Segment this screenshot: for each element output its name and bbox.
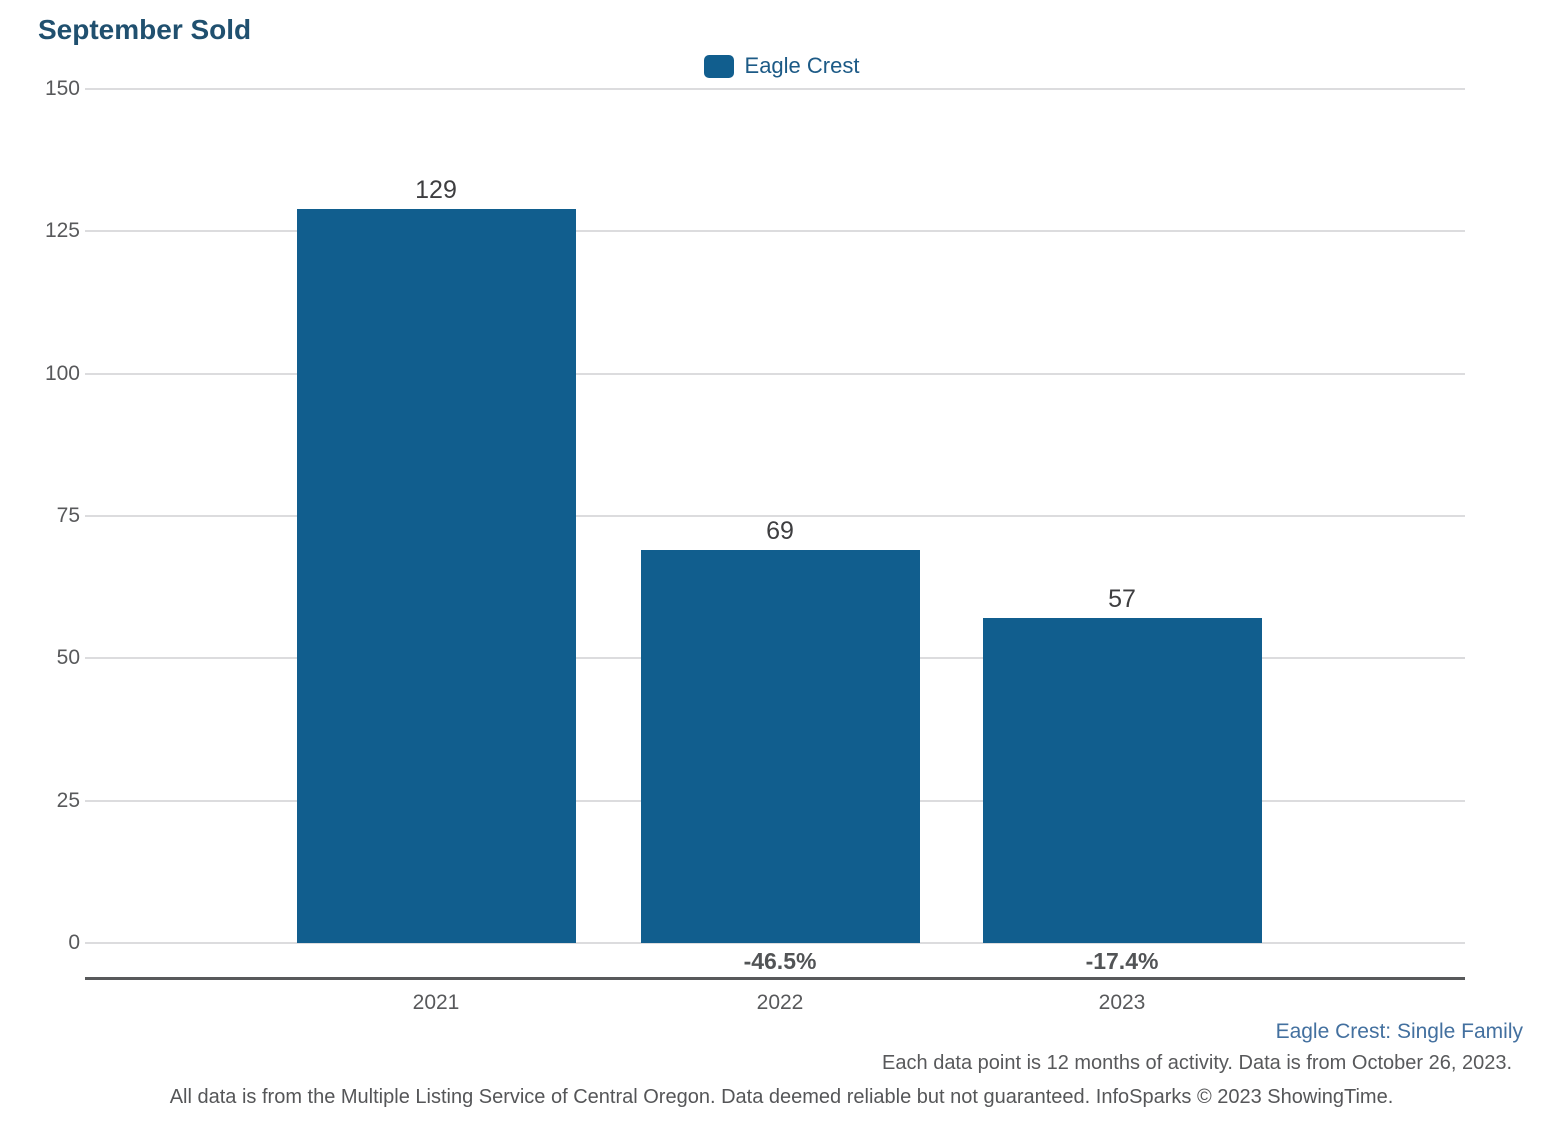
bar-value-label-2021: 129 bbox=[415, 175, 457, 204]
bar-value-label-2022: 69 bbox=[766, 517, 794, 546]
bar-2023[interactable] bbox=[982, 618, 1262, 943]
x-tick-label-2021: 2021 bbox=[412, 991, 460, 1014]
gridline-y-100 bbox=[85, 372, 1465, 375]
gridline-y-150 bbox=[85, 88, 1465, 90]
footer-data-note: Each data point is 12 months of activity… bbox=[882, 1052, 1512, 1074]
bar-value-label-2023: 57 bbox=[1108, 585, 1136, 614]
footer-disclaimer: All data is from the Multiple Listing Se… bbox=[169, 1086, 1394, 1108]
y-tick-label-0: 0 bbox=[68, 931, 80, 954]
legend[interactable]: Eagle Crest bbox=[0, 53, 1563, 79]
bar-2021[interactable] bbox=[296, 208, 576, 943]
footer-segment-label: Eagle Crest: Single Family bbox=[1275, 1020, 1523, 1043]
legend-label: Eagle Crest bbox=[744, 53, 860, 78]
pct-change-label-2022: -46.5% bbox=[743, 948, 817, 974]
gridline-y-0 bbox=[85, 942, 1465, 944]
x-tick-label-2022: 2022 bbox=[756, 991, 804, 1014]
pct-change-label-2023: -17.4% bbox=[1085, 948, 1159, 974]
y-tick-label-150: 150 bbox=[44, 77, 80, 100]
gridline-y-125 bbox=[85, 230, 1465, 233]
plot-area: 129 69 57 bbox=[85, 88, 1465, 944]
legend-swatch-icon bbox=[703, 54, 734, 78]
y-tick-label-125: 125 bbox=[44, 219, 80, 243]
bar-2022[interactable] bbox=[640, 550, 920, 943]
x-tick-label-2023: 2023 bbox=[1098, 991, 1146, 1014]
y-tick-label-25: 25 bbox=[56, 788, 80, 812]
y-tick-label-100: 100 bbox=[44, 361, 80, 385]
gridline-y-75 bbox=[85, 515, 1465, 517]
chart-title: September Sold bbox=[38, 14, 252, 45]
x-axis-line bbox=[85, 977, 1465, 980]
y-tick-label-75: 75 bbox=[56, 504, 80, 527]
y-tick-label-50: 50 bbox=[56, 646, 80, 670]
